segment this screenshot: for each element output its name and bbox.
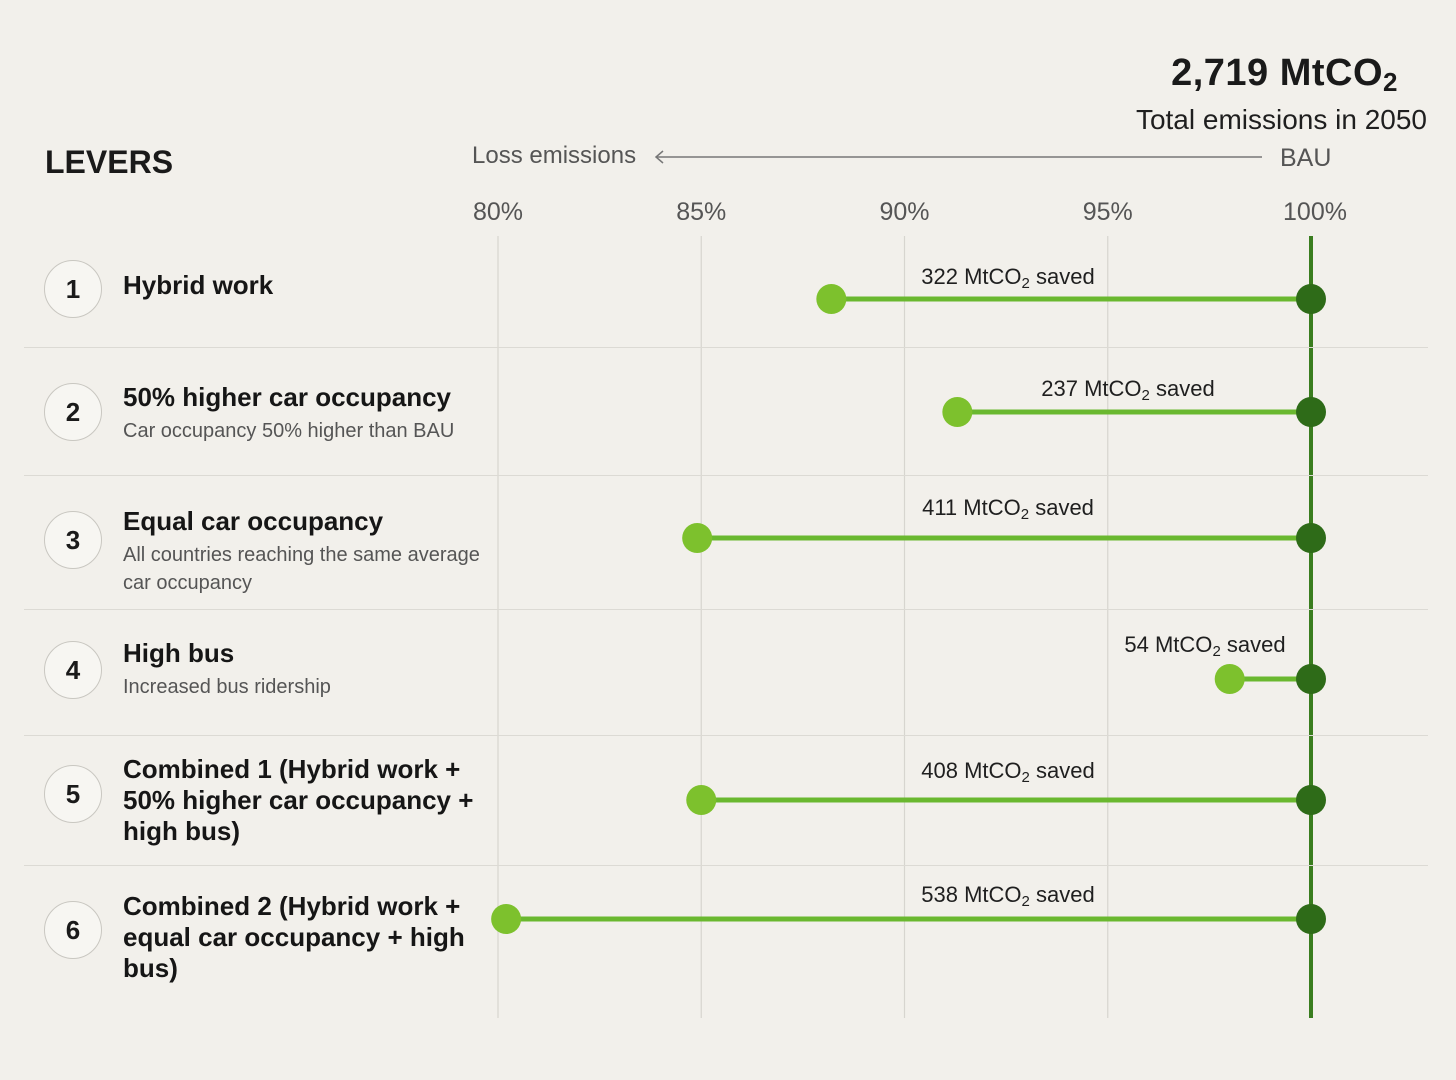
- saved-unit-subscript: 2: [1021, 275, 1030, 292]
- saved-value: 237: [1041, 376, 1078, 401]
- saved-unit-subscript: 2: [1141, 387, 1150, 404]
- lever-title: Combined 2 (Hybrid work + equal car occu…: [123, 891, 465, 983]
- lever-bau-dot-3: [1296, 523, 1326, 553]
- lever-text: Combined 1 (Hybrid work + 50% higher car…: [123, 754, 493, 847]
- lever-bau-dot-4: [1296, 664, 1326, 694]
- lever-text: Hybrid work: [123, 270, 493, 301]
- tick-label-100: 100%: [1283, 198, 1347, 226]
- saved-label-3: 411 MtCO2 saved: [922, 495, 1094, 523]
- total-emissions-value: 2,719 MtCO2: [1171, 52, 1398, 97]
- lever-title: Hybrid work: [123, 270, 274, 300]
- saved-unit: MtCO: [963, 495, 1021, 520]
- lever-title: High bus: [123, 638, 235, 668]
- lever-number-badge: 2: [44, 383, 102, 441]
- lever-title: Equal car occupancy: [123, 506, 384, 536]
- lever-bau-dot-6: [1296, 904, 1326, 934]
- lever-number-badge: 3: [44, 511, 102, 569]
- lever-bau-dot-5: [1296, 785, 1326, 815]
- loss-emissions-label: Loss emissions: [472, 142, 637, 169]
- row-separator: [24, 735, 1428, 736]
- saved-suffix: saved: [1156, 376, 1215, 401]
- lever-bau-dot-2: [1296, 397, 1326, 427]
- saved-unit-subscript: 2: [1020, 506, 1030, 523]
- saved-suffix: saved: [1036, 758, 1095, 783]
- saved-label-1: 322 MtCO2 saved: [921, 264, 1095, 292]
- saved-unit-subscript: 2: [1021, 893, 1030, 910]
- saved-unit-subscript: 2: [1212, 643, 1221, 660]
- tick-label-85: 85%: [676, 198, 727, 226]
- lever-end-dot-5: [686, 785, 717, 815]
- lever-title: 50% higher car occupancy: [123, 382, 452, 412]
- row-separator: [24, 475, 1428, 476]
- saved-label-2: 237 MtCO2 saved: [1041, 376, 1215, 404]
- tick-label-95: 95%: [1082, 198, 1133, 226]
- direction-arrow-icon: [654, 150, 1262, 164]
- row-separator: [24, 347, 1428, 348]
- lever-text: High bus Increased bus ridership: [123, 638, 493, 701]
- saved-unit: MtCO: [964, 264, 1022, 289]
- saved-suffix: saved: [1226, 632, 1286, 657]
- lever-subtitle: Increased bus ridership: [123, 676, 331, 698]
- saved-suffix: saved: [1035, 495, 1094, 520]
- tick-label-80: 80%: [472, 198, 524, 226]
- lever-text: Combined 2 (Hybrid work + equal car occu…: [123, 891, 493, 984]
- saved-suffix: saved: [1036, 882, 1095, 907]
- lever-end-dot-1: [816, 284, 847, 314]
- row-separator: [24, 609, 1428, 610]
- tick-label-90: 90%: [879, 198, 930, 226]
- lever-text: 50% higher car occupancy Car occupancy 50…: [123, 382, 493, 445]
- lever-number-badge: 6: [44, 901, 102, 959]
- lever-end-dot-6: [491, 904, 522, 934]
- saved-label-4: 54 MtCO2 saved: [1124, 632, 1286, 660]
- saved-unit: MtCO: [964, 882, 1022, 907]
- saved-unit: MtCO: [1154, 632, 1213, 657]
- saved-value: 54: [1124, 632, 1149, 657]
- lever-title: Combined 1 (Hybrid work + 50% higher car…: [123, 754, 474, 846]
- lever-number-badge: 5: [44, 765, 102, 823]
- levers-heading: LEVERS: [45, 144, 174, 180]
- lever-end-dot-3: [682, 523, 713, 553]
- saved-label-6: 538 MtCO2 saved: [921, 882, 1095, 910]
- saved-label-5: 408 MtCO2 saved: [921, 758, 1095, 786]
- lever-subtitle: All countries reaching the same average …: [123, 544, 480, 594]
- lever-bau-dot-1: [1296, 284, 1326, 314]
- lever-number-badge: 4: [44, 641, 102, 699]
- saved-value: 411: [922, 495, 958, 520]
- row-separator: [24, 865, 1428, 866]
- saved-value: 322: [921, 264, 958, 289]
- saved-value: 408: [921, 758, 958, 783]
- saved-suffix: saved: [1036, 264, 1095, 289]
- saved-unit: MtCO: [1084, 376, 1142, 401]
- lever-number-badge: 1: [44, 260, 102, 318]
- bau-label: BAU: [1280, 144, 1332, 172]
- saved-unit-subscript: 2: [1021, 769, 1030, 786]
- saved-value: 538: [921, 882, 958, 907]
- lever-subtitle: Car occupancy 50% higher than BAU: [123, 420, 455, 442]
- lever-end-dot-4: [1214, 664, 1245, 694]
- saved-unit: MtCO: [964, 758, 1022, 783]
- total-emissions-label: Total emissions in 2050: [1135, 104, 1427, 135]
- lever-end-dot-2: [942, 397, 973, 427]
- lever-text: Equal car occupancy All countries reachin…: [123, 506, 493, 597]
